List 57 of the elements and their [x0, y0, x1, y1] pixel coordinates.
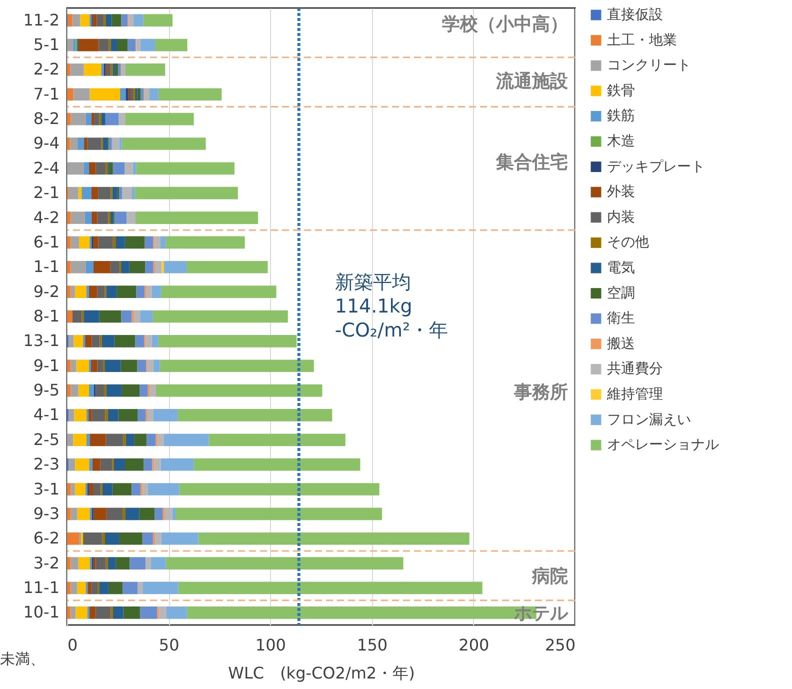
- y-tick-label: 9-5: [33, 380, 60, 400]
- y-tick-label: 8-1: [33, 306, 60, 326]
- text: 未満、: [0, 649, 45, 670]
- y-tick-label: 13-1: [23, 331, 60, 350]
- y-tick-label: 3-2: [33, 553, 60, 572]
- y-tick-label: 11-1: [23, 578, 60, 597]
- y-tick-label: 2-1: [33, 183, 60, 202]
- y-tick-label: 4-2: [33, 208, 60, 227]
- x-tick-label: 100: [255, 636, 286, 654]
- legend-label: 土工・地業: [607, 32, 677, 48]
- x-tick-label: 250: [544, 636, 576, 654]
- legend-label: 木造: [607, 134, 635, 150]
- y-tick-label: 2-3: [33, 454, 60, 474]
- legend-label: 鉄筋: [607, 108, 635, 124]
- y-tick-label: 6-1: [33, 232, 60, 252]
- legend-label: フロン漏えい: [607, 412, 691, 428]
- x-tick-label: 150: [357, 636, 388, 654]
- x-tick-label: 200: [458, 636, 490, 654]
- x-tick-label: 0: [68, 636, 78, 654]
- legend-label: 共通費分: [607, 361, 663, 378]
- legend-label: 空調: [607, 285, 635, 302]
- y-tick-label: 9-3: [33, 504, 60, 523]
- annotation: 学校（小中高）: [442, 14, 568, 36]
- y-tick-label: 7-1: [33, 84, 60, 104]
- legend-label: 内装: [607, 209, 635, 226]
- legend-label: 外装: [607, 184, 635, 200]
- legend-label: デッキプレート: [607, 158, 705, 175]
- legend-label: 衛生: [607, 310, 635, 327]
- y-tick-label: 6-2: [33, 528, 60, 548]
- legend-label: その他: [607, 234, 649, 251]
- legend-label: 維持管理: [606, 386, 663, 402]
- legend-label: コンクリート: [607, 58, 691, 74]
- annotation: 流通施設: [496, 71, 568, 93]
- y-tick-label: 9-4: [33, 134, 60, 153]
- y-tick-label: 11-2: [23, 10, 60, 30]
- x-axis-title: WLC (kg-CO2/m2・年): [228, 664, 415, 682]
- y-tick-label: 9-2: [33, 282, 60, 301]
- annotation: 集合住宅: [496, 152, 568, 174]
- y-tick-label: 3-1: [33, 479, 60, 498]
- y-tick-label: 1-1: [33, 257, 60, 276]
- legend-label: 直接仮設: [607, 7, 663, 23]
- y-tick-label: 4-1: [33, 405, 60, 424]
- y-tick-label: 2-4: [33, 158, 60, 178]
- y-tick-label: 8-2: [33, 109, 60, 128]
- y-tick-label: 2-2: [33, 60, 60, 79]
- ref-line-label: 新築平均 114.1kg -CO₂/m²・年: [334, 272, 448, 342]
- legend-label: 鉄骨: [607, 82, 635, 99]
- annotation: 事務所: [514, 382, 568, 404]
- legend-label: オペレーショナル: [607, 437, 719, 454]
- y-tick-label: 5-1: [33, 35, 60, 54]
- x-tick-label: 50: [158, 636, 180, 654]
- annotation: 病院: [532, 566, 568, 588]
- legend-label: 搬送: [607, 336, 635, 352]
- y-tick-label: 2-5: [33, 430, 60, 449]
- y-tick-label: 9-1: [33, 356, 60, 375]
- legend-label: 電気: [607, 260, 635, 276]
- y-tick-label: 10-1: [23, 602, 60, 622]
